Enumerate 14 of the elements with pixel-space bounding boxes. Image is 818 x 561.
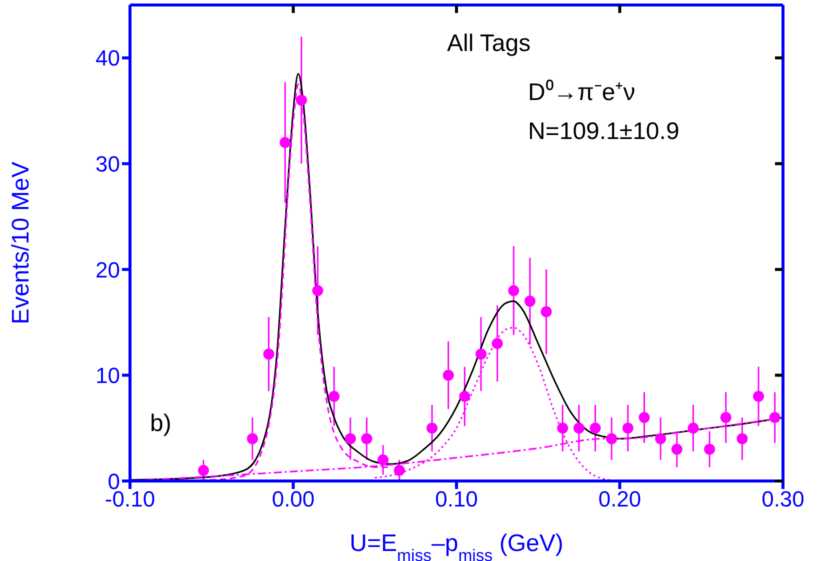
x-tick-label: 0.00	[272, 486, 315, 512]
annotation: N=109.1±10.9	[528, 118, 680, 146]
x-tick-label: 0.30	[762, 486, 804, 512]
x-axis-title: U=E$_{miss}$–p$_{miss}$ (GeV)	[350, 530, 564, 561]
annotation: All Tags	[447, 30, 531, 58]
annotation: b)	[150, 410, 172, 438]
y-tick-label: 40	[96, 46, 120, 71]
y-tick-label: 20	[96, 257, 120, 282]
y-tick-label: 10	[96, 363, 120, 388]
y-tick-label: 30	[96, 151, 120, 176]
x-tick-label: 0.20	[598, 486, 642, 512]
y-axis-title: Events/10 MeV	[8, 162, 35, 324]
x-tick-label: 0.10	[435, 486, 478, 512]
annotation: D⁰→π⁻e⁺ν	[528, 78, 636, 107]
